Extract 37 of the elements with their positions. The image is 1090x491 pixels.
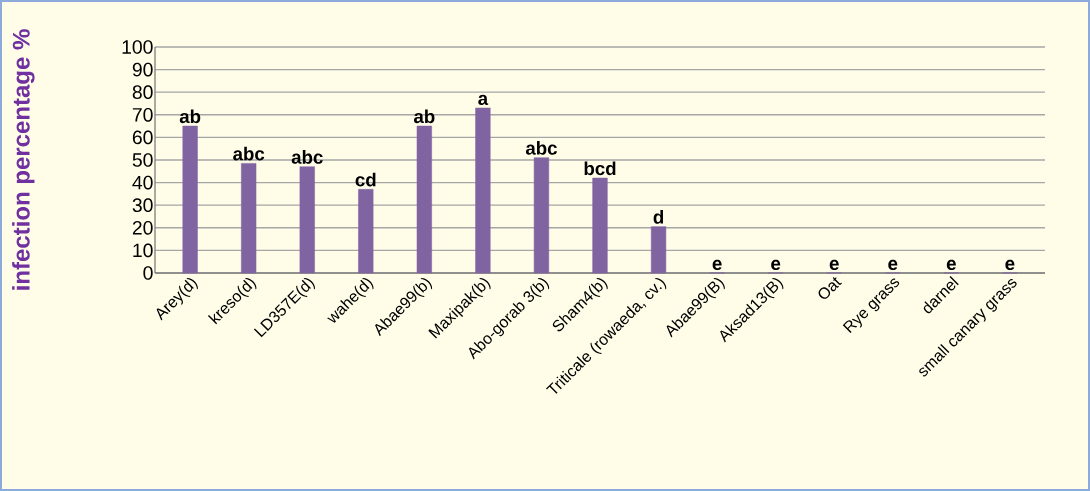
bar bbox=[182, 125, 198, 274]
annotation: e bbox=[712, 259, 722, 271]
bar bbox=[475, 107, 491, 274]
y-tick-label: 0 bbox=[143, 266, 153, 280]
annotation: bcd bbox=[584, 161, 616, 176]
bar bbox=[299, 166, 315, 274]
y-tick-label: 80 bbox=[132, 85, 153, 100]
y-tick-label: 40 bbox=[132, 175, 153, 190]
annotation: cd bbox=[355, 172, 376, 187]
bar bbox=[650, 226, 667, 274]
annotation: abc bbox=[233, 146, 265, 161]
y-tick-label: 70 bbox=[132, 107, 153, 122]
y-tick-label: 60 bbox=[132, 130, 153, 145]
y-tick-label: 20 bbox=[132, 220, 153, 235]
y-tick-label: 100 bbox=[122, 40, 153, 54]
annotation: a bbox=[478, 94, 489, 106]
x-tick-label: Oat bbox=[818, 277, 842, 299]
y-tick-label: 30 bbox=[132, 198, 153, 213]
y-tick-label: 10 bbox=[133, 243, 153, 258]
y-axis-title: infection percentage % bbox=[12, 29, 35, 290]
annotation: ab bbox=[179, 109, 201, 124]
annotation: e bbox=[1005, 259, 1015, 271]
annotation: e bbox=[888, 259, 898, 271]
annotation: ab bbox=[414, 109, 435, 124]
annotation: d bbox=[653, 210, 664, 224]
annotation: abc bbox=[291, 150, 323, 164]
annotation: e bbox=[829, 259, 839, 271]
bar bbox=[592, 177, 608, 274]
bar bbox=[358, 189, 374, 274]
bar bbox=[416, 125, 432, 274]
annotation: e bbox=[771, 259, 781, 271]
bar bbox=[533, 157, 550, 274]
annotation: e bbox=[946, 259, 956, 271]
annotation: abc bbox=[525, 141, 557, 155]
y-tick-label: 90 bbox=[132, 62, 153, 77]
bar bbox=[241, 163, 257, 274]
y-tick-label: 50 bbox=[132, 153, 153, 167]
